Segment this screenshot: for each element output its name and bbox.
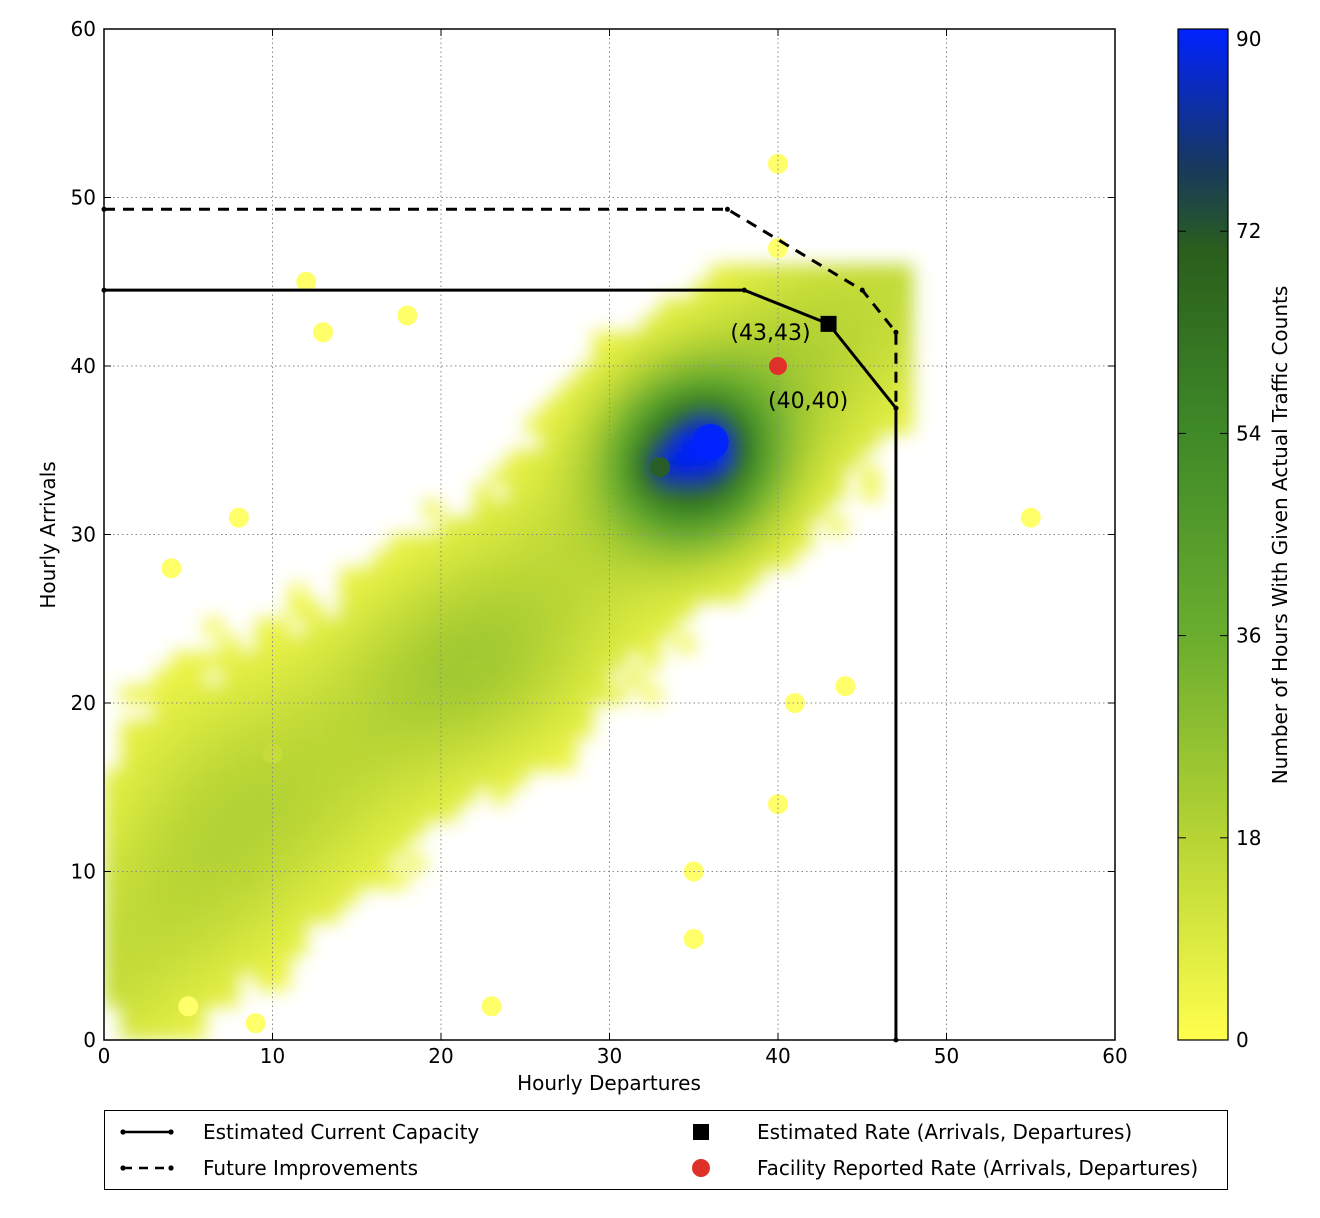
legend-label: Estimated Current Capacity: [203, 1120, 480, 1144]
isolated-cell: [228, 507, 249, 528]
rate-points: (43,43) (40,40): [730, 315, 848, 414]
density-peak: [464, 659, 485, 680]
x-tick-label: 40: [765, 1044, 790, 1068]
y-tick-label: 30: [71, 523, 96, 547]
line-vertex: [741, 287, 747, 293]
isolated-cell: [683, 928, 704, 949]
y-tick-label: 40: [71, 354, 96, 378]
x-axis-label: Hourly Departures: [517, 1071, 701, 1095]
legend-label: Estimated Rate (Arrivals, Departures): [757, 1120, 1133, 1144]
estimated-rate-marker: [820, 315, 837, 332]
y-tick-label: 20: [71, 691, 96, 715]
isolated-cell: [245, 1013, 266, 1034]
y-tick-label: 0: [83, 1028, 96, 1052]
line-vertex: [724, 206, 730, 212]
colorbar-ticks: 0 18 36 54 72 90: [1178, 27, 1261, 1052]
isolated-cell: [178, 996, 199, 1017]
legend-label: Facility Reported Rate (Arrivals, Depart…: [757, 1156, 1199, 1180]
x-tick-label: 20: [428, 1044, 453, 1068]
colorbar-tick-label: 54: [1236, 421, 1261, 445]
y-axis-label: Hourly Arrivals: [36, 461, 60, 608]
x-tick-label: 30: [597, 1044, 622, 1068]
isolated-cell: [784, 693, 805, 713]
facility-rate-marker: [769, 357, 787, 375]
colorbar-tick-label: 0: [1236, 1028, 1249, 1052]
colorbar-tick-label: 18: [1236, 826, 1261, 850]
grid-lines: [104, 29, 1115, 1040]
colorbar-tick-label: 72: [1236, 219, 1261, 243]
estimated-rate-label: (43,43): [730, 321, 810, 346]
colorbar-tick-label: 36: [1236, 624, 1261, 648]
legend-item-future-improvements: Future Improvements: [117, 1153, 418, 1183]
density-peak: [650, 457, 671, 478]
x-tick-label: 60: [1102, 1044, 1127, 1068]
line-vertex: [893, 1037, 899, 1043]
isolated-cell: [835, 676, 856, 697]
legend-label: Future Improvements: [203, 1156, 419, 1180]
chart: 0 10 20 30 40 50 60 0 10 20 30 40 50 60 (43,43) (40,40…: [36, 17, 1292, 1095]
colorbar: [1177, 28, 1229, 1041]
colorbar-label: Number of Hours With Given Actual Traffi…: [1268, 286, 1292, 785]
density-field: [104, 264, 914, 1040]
line-vertex: [859, 287, 865, 293]
isolated-cell: [296, 271, 317, 292]
circle-marker-icon: [692, 1159, 710, 1177]
isolated-cell: [397, 305, 418, 326]
y-tick-label: 50: [71, 186, 96, 210]
facility-rate-label: (40,40): [768, 389, 848, 414]
isolated-cell: [1020, 507, 1041, 528]
line-vertex: [101, 287, 107, 293]
x-tick-label: 50: [934, 1044, 959, 1068]
line-vertex: [101, 206, 107, 212]
legend-item-estimated-rate: Estimated Rate (Arrivals, Departures): [671, 1117, 1132, 1147]
square-marker-icon: [693, 1124, 709, 1140]
x-tick-label: 10: [260, 1044, 285, 1068]
isolated-cell: [161, 558, 182, 579]
isolated-cell: [313, 322, 334, 343]
isolated-cell: [768, 153, 788, 174]
y-tick-label: 60: [71, 17, 96, 41]
y-tick-label: 10: [71, 860, 96, 884]
axis-ticks: 0 10 20 30 40 50 60 0 10 20 30 40 50 60: [71, 17, 1128, 1068]
x-tick-label: 0: [98, 1044, 111, 1068]
legend-item-facility-rate: Facility Reported Rate (Arrivals, Depart…: [671, 1153, 1198, 1183]
colorbar-tick-label: 90: [1236, 27, 1261, 51]
line-vertex: [893, 405, 899, 411]
isolated-cell: [481, 996, 502, 1017]
density-peak: [692, 423, 729, 460]
legend: Estimated Current Capacity Future Improv…: [104, 1110, 1228, 1190]
legend-item-current-capacity: Estimated Current Capacity: [117, 1117, 479, 1147]
dashed-line-icon: [120, 1165, 174, 1171]
heatmap-density: [104, 153, 1041, 1040]
solid-line-icon: [120, 1129, 174, 1135]
line-vertex: [893, 329, 899, 335]
